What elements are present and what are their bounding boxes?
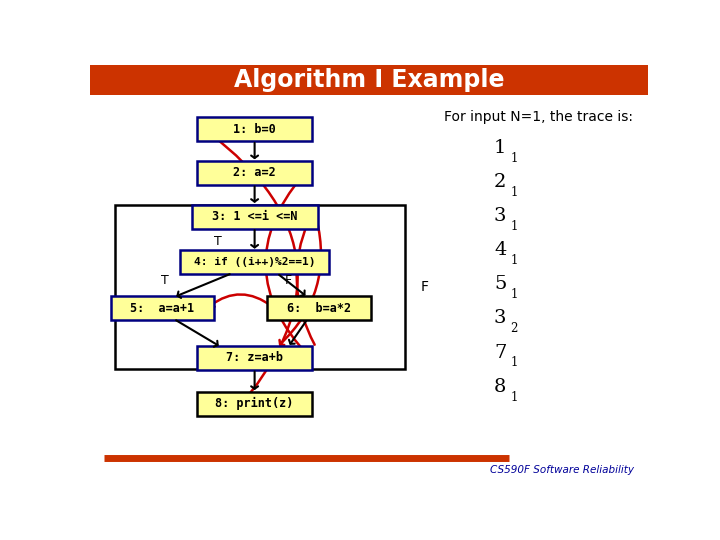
Text: 3: 3: [494, 207, 506, 225]
FancyBboxPatch shape: [111, 296, 215, 320]
Text: 2: 2: [510, 322, 518, 335]
FancyBboxPatch shape: [197, 161, 312, 185]
Text: 5: 5: [494, 275, 506, 293]
Text: 1: 1: [494, 139, 506, 157]
Text: 2: 2: [494, 173, 506, 191]
Text: 1: 1: [510, 186, 518, 199]
FancyBboxPatch shape: [197, 117, 312, 141]
Text: 1: b=0: 1: b=0: [233, 123, 276, 136]
Text: 8: print(z): 8: print(z): [215, 397, 294, 410]
Text: CS590F Software Reliability: CS590F Software Reliability: [490, 465, 634, 475]
FancyBboxPatch shape: [192, 205, 318, 228]
FancyBboxPatch shape: [181, 250, 329, 274]
Text: F: F: [420, 280, 429, 294]
Text: 1: 1: [510, 356, 518, 369]
Text: 1: 1: [510, 288, 518, 301]
Text: 3: 1 <=i <=N: 3: 1 <=i <=N: [212, 210, 297, 223]
Text: 1: 1: [510, 152, 518, 165]
Text: 2: a=2: 2: a=2: [233, 166, 276, 179]
Text: 4: 4: [494, 241, 506, 259]
FancyBboxPatch shape: [90, 65, 648, 95]
Text: 4: if ((i++)%2==1): 4: if ((i++)%2==1): [194, 257, 315, 267]
Text: 1: 1: [510, 254, 518, 267]
Text: For input N=1, the trace is:: For input N=1, the trace is:: [444, 110, 634, 124]
FancyBboxPatch shape: [267, 296, 371, 320]
Text: 8: 8: [494, 377, 506, 396]
Text: 1: 1: [510, 390, 518, 403]
FancyBboxPatch shape: [197, 392, 312, 416]
Text: Algorithm I Example: Algorithm I Example: [234, 68, 504, 92]
Text: 7: z=a+b: 7: z=a+b: [226, 352, 283, 365]
Text: 7: 7: [494, 343, 506, 362]
Text: T: T: [161, 274, 169, 287]
Text: F: F: [284, 274, 292, 287]
Text: 5:  a=a+1: 5: a=a+1: [130, 301, 194, 314]
Text: 3: 3: [494, 309, 506, 327]
Bar: [115, 205, 405, 369]
Text: 1: 1: [510, 220, 518, 233]
Text: T: T: [215, 234, 222, 248]
Text: 6:  b=a*2: 6: b=a*2: [287, 301, 351, 314]
FancyBboxPatch shape: [197, 346, 312, 370]
